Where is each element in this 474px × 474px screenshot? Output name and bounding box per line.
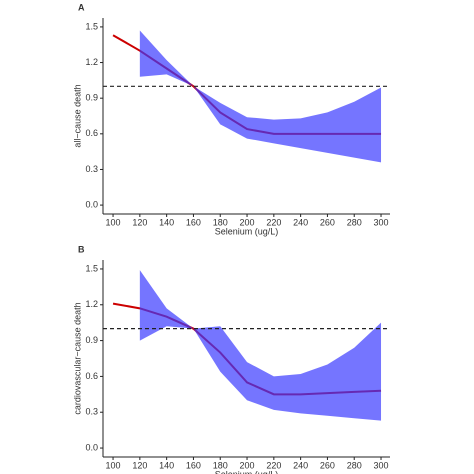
x-tick-label: 160	[186, 460, 201, 470]
x-tick-label: 180	[213, 460, 228, 470]
x-tick-label: 100	[106, 460, 121, 470]
y-tick-label: 0.9	[85, 335, 98, 345]
panel-label: B	[78, 244, 85, 254]
x-tick-label: 160	[186, 217, 201, 227]
y-tick-label: 0.0	[85, 199, 98, 209]
y-tick-label: 1.5	[85, 263, 98, 273]
x-tick-label: 280	[347, 217, 362, 227]
confidence-band	[139, 270, 382, 421]
y-tick-label: 0.6	[85, 371, 98, 381]
x-tick-label: 300	[374, 460, 389, 470]
y-tick-label: 1.2	[85, 299, 98, 309]
y-axis-title: cardiovascular−cause death	[72, 302, 82, 414]
x-axis-title: Selenium (ug/L)	[215, 469, 279, 474]
y-tick-label: 0.3	[85, 407, 98, 417]
y-tick-label: 0.9	[85, 93, 98, 103]
x-tick-label: 220	[266, 217, 281, 227]
x-tick-label: 120	[132, 460, 147, 470]
x-tick-label: 240	[293, 217, 308, 227]
x-tick-label: 220	[266, 460, 281, 470]
x-tick-label: 200	[240, 217, 255, 227]
confidence-band	[139, 30, 382, 163]
x-axis-title: Selenium (ug/L)	[215, 226, 279, 236]
x-tick-label: 120	[132, 217, 147, 227]
y-tick-label: 0.3	[85, 164, 98, 174]
y-tick-label: 0.0	[85, 442, 98, 452]
x-tick-label: 140	[159, 460, 174, 470]
y-tick-label: 0.6	[85, 128, 98, 138]
x-tick-label: 240	[293, 460, 308, 470]
x-tick-label: 260	[320, 460, 335, 470]
y-tick-label: 1.5	[85, 21, 98, 31]
x-tick-label: 260	[320, 217, 335, 227]
y-axis-title: all−cause death	[72, 84, 82, 147]
x-tick-label: 200	[240, 460, 255, 470]
x-tick-label: 100	[106, 217, 121, 227]
x-tick-label: 180	[213, 217, 228, 227]
x-tick-label: 140	[159, 217, 174, 227]
x-tick-label: 280	[347, 460, 362, 470]
panel-label: A	[78, 2, 85, 12]
y-tick-label: 1.2	[85, 57, 98, 67]
x-tick-label: 300	[374, 217, 389, 227]
